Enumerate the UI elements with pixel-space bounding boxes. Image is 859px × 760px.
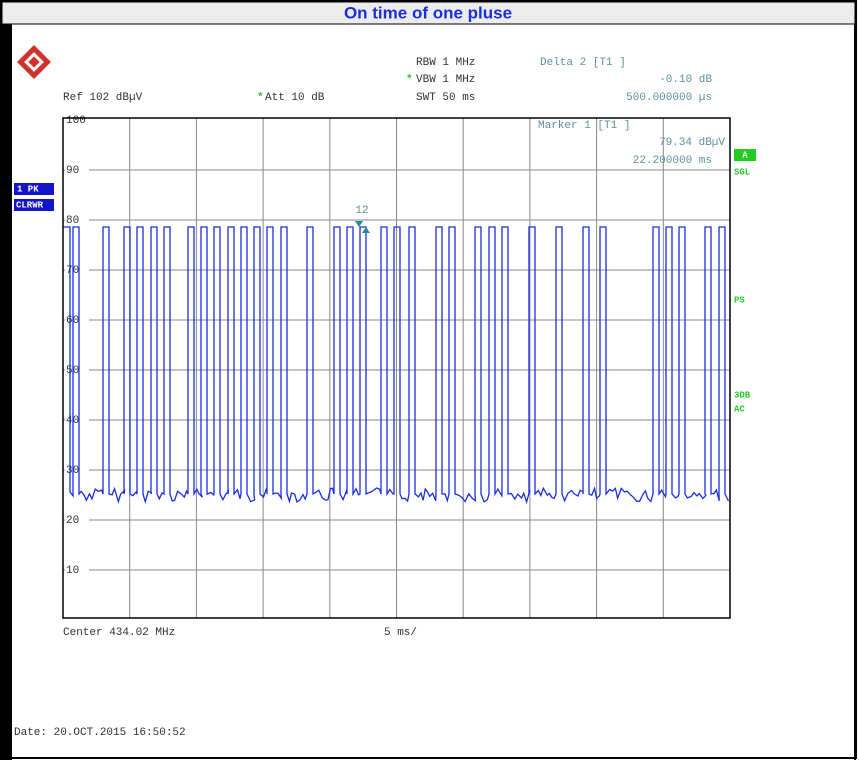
trace-mode: CLRWR [16, 200, 44, 210]
label-bg [65, 514, 89, 526]
label-bg [65, 164, 89, 176]
plot-frame [62, 117, 731, 619]
label-bg [65, 214, 89, 226]
left-bar [0, 24, 12, 760]
side-sgl: SGL [734, 167, 750, 177]
marker-2 [362, 227, 370, 233]
title-bar [1, 1, 856, 25]
date: Date: 20.OCT.2015 16:50:52 [14, 727, 186, 739]
marker-time: 22.200000 ms [633, 155, 712, 167]
label-bg [65, 314, 89, 326]
delta-level: -0.10 dB [659, 74, 712, 86]
delta-label: Delta 2 [T1 ] [540, 57, 626, 69]
marker-tag: 12 [355, 205, 368, 217]
grid-label: 90 [66, 165, 79, 177]
marker-label: Marker 1 [T1 ] [538, 120, 630, 132]
a-box [734, 149, 756, 161]
label-bg [65, 114, 89, 126]
side-ac: AC [734, 404, 745, 414]
label-bg [65, 564, 89, 576]
grid-label: 100 [66, 115, 86, 127]
side-a: A [742, 150, 748, 160]
label-bg [65, 264, 89, 276]
delta-time: 500.000000 µs [626, 92, 712, 104]
att: Att 10 dB [265, 92, 325, 104]
trace [63, 226, 730, 505]
label-bg [65, 364, 89, 376]
grid-label: 20 [66, 515, 79, 527]
vbw: VBW 1 MHz [416, 74, 475, 86]
ref: Ref 102 dBµV [63, 92, 143, 104]
grid-label: 80 [66, 215, 79, 227]
title: On time of one pluse [344, 3, 512, 22]
label-bg [65, 414, 89, 426]
mode-box [14, 199, 54, 211]
marker-level: 79.34 dBµV [659, 137, 725, 149]
detector-box [14, 183, 54, 195]
side-ps: PS [734, 295, 745, 305]
label-bg [65, 464, 89, 476]
center: Center 434.02 MHz [63, 627, 175, 639]
grid-label: 10 [66, 565, 79, 577]
side-3db: 3DB [734, 390, 751, 400]
span: 5 ms/ [384, 627, 417, 639]
att-flag: * [257, 92, 264, 104]
vbw-flag: * [406, 74, 413, 86]
rbw: RBW 1 MHz [416, 57, 475, 69]
marker-1 [355, 221, 363, 227]
swt: SWT 50 ms [416, 92, 475, 104]
detector: 1 PK [17, 184, 39, 194]
